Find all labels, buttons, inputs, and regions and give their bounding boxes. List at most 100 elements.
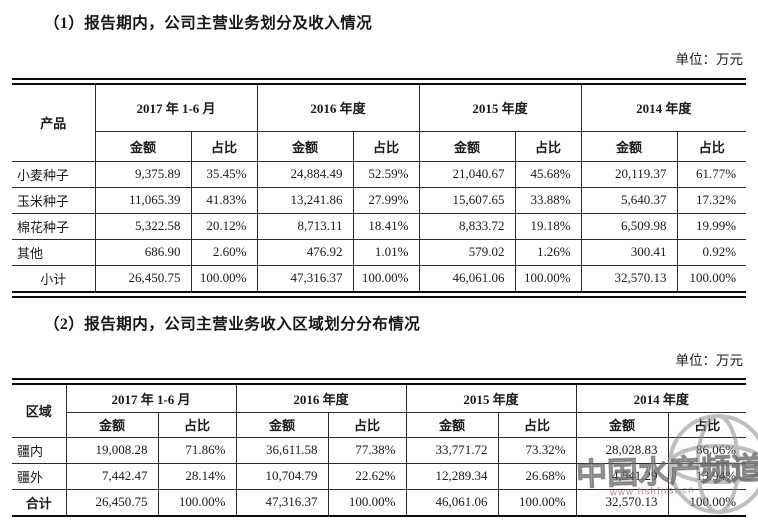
amount-cell: 10,704.79 xyxy=(235,462,329,490)
share-header: 占比 xyxy=(667,411,747,438)
table1-corner-header: 产品 xyxy=(12,85,96,162)
amount-header: 金额 xyxy=(575,411,669,438)
amount-cell: 13,241.86 xyxy=(256,186,354,214)
share-cell: 27.99% xyxy=(352,186,420,214)
amount-cell: 8,713.11 xyxy=(256,212,354,240)
share-cell: 26.68% xyxy=(497,462,577,490)
share-cell: 19.99% xyxy=(676,212,747,240)
share-cell: 100.00% xyxy=(667,488,747,515)
table-row: 疆外 7,442.47 28.14% 10,704.79 22.62% 12,2… xyxy=(12,462,747,490)
table-row: 疆内 19,008.28 71.86% 36,611.58 77.38% 33,… xyxy=(12,436,747,464)
amount-cell: 20,119.37 xyxy=(580,160,678,188)
year-header-2015: 2015 年度 xyxy=(418,85,582,132)
amount-header: 金额 xyxy=(235,411,329,438)
amount-cell: 579.02 xyxy=(418,238,516,266)
amount-cell: 19,008.28 xyxy=(65,436,159,464)
revenue-by-region-table: 区域 2017 年 1-6 月 2016 年度 2015 年度 2014 年度 … xyxy=(12,385,747,515)
amount-cell: 33,771.72 xyxy=(405,436,499,464)
table1-bottom-rule xyxy=(12,291,746,298)
share-cell: 77.38% xyxy=(327,436,407,464)
section2-unit-label: 单位：万元 xyxy=(675,353,744,368)
share-header: 占比 xyxy=(676,130,747,162)
year-header-2014: 2014 年度 xyxy=(575,385,747,413)
share-header: 占比 xyxy=(327,411,407,438)
share-cell: 0.92% xyxy=(676,238,747,266)
year-header-2017: 2017 年 1-6 月 xyxy=(94,85,258,132)
year-header-2014: 2014 年度 xyxy=(580,85,747,132)
amount-cell: 24,884.49 xyxy=(256,160,354,188)
table1-subheader-row: 金额 占比 金额 占比 金额 占比 金额 占比 xyxy=(12,130,747,162)
row-label: 合计 xyxy=(12,488,67,515)
share-cell: 18.41% xyxy=(352,212,420,240)
amount-cell: 300.41 xyxy=(580,238,678,266)
row-label: 玉米种子 xyxy=(12,186,96,214)
section1-title: （1）报告期内，公司主营业务划分及收入情况 xyxy=(44,15,373,32)
amount-header: 金额 xyxy=(66,411,159,438)
amount-cell: 12,289.34 xyxy=(405,462,499,490)
amount-cell: 46,061.06 xyxy=(405,488,499,515)
table-row: 玉米种子 11,065.39 41.83% 13,241.86 27.99% 1… xyxy=(12,186,747,214)
share-cell: 100.00% xyxy=(497,488,577,515)
amount-cell: 47,316.37 xyxy=(235,488,329,515)
share-cell: 86.06% xyxy=(667,436,747,464)
amount-cell: 21,040.67 xyxy=(418,160,516,188)
table-row: 其他 686.90 2.60% 476.92 1.01% 579.02 1.26… xyxy=(12,238,747,266)
share-cell: 19.18% xyxy=(514,212,582,240)
year-header-2017: 2017 年 1-6 月 xyxy=(65,385,237,413)
table2-top-rule xyxy=(12,378,746,385)
revenue-by-product-table: 产品 2017 年 1-6 月 2016 年度 2015 年度 2014 年度 … xyxy=(12,85,747,291)
share-header: 占比 xyxy=(157,411,237,438)
share-cell: 73.32% xyxy=(497,436,577,464)
share-cell: 100.00% xyxy=(352,264,420,291)
share-cell: 33.88% xyxy=(514,186,582,214)
share-cell: 71.86% xyxy=(157,436,237,464)
total-row: 合计 26,450.75 100.00% 47,316.37 100.00% 4… xyxy=(12,488,747,515)
amount-header: 金额 xyxy=(405,411,499,438)
table-row: 小麦种子 9,375.89 35.45% 24,884.49 52.59% 21… xyxy=(12,160,747,188)
share-cell: 17.32% xyxy=(676,186,747,214)
year-header-2015: 2015 年度 xyxy=(405,385,577,413)
row-label: 棉花种子 xyxy=(12,212,96,240)
subtotal-row: 小计 26,450.75 100.00% 47,316.37 100.00% 4… xyxy=(12,264,747,291)
amount-cell: 15,607.65 xyxy=(418,186,516,214)
share-header: 占比 xyxy=(352,130,420,162)
share-cell: 45.68% xyxy=(514,160,582,188)
share-cell: 61.77% xyxy=(676,160,747,188)
year-header-2016: 2016 年度 xyxy=(256,85,420,132)
amount-cell: 32,570.13 xyxy=(575,488,669,515)
share-cell: 41.83% xyxy=(190,186,258,214)
share-cell: 22.62% xyxy=(327,462,407,490)
section1-unit-label: 单位：万元 xyxy=(675,52,744,67)
amount-header: 金额 xyxy=(95,130,192,162)
amount-cell: 28,028.83 xyxy=(575,436,669,464)
share-cell: 35.45% xyxy=(190,160,258,188)
amount-cell: 46,061.06 xyxy=(418,264,516,291)
amount-cell: 8,833.72 xyxy=(418,212,516,240)
amount-cell: 7,442.47 xyxy=(65,462,159,490)
amount-cell: 36,611.58 xyxy=(235,436,329,464)
share-cell: 20.12% xyxy=(190,212,258,240)
share-cell: 100.00% xyxy=(327,488,407,515)
table2-corner-header: 区域 xyxy=(12,385,67,438)
amount-cell: 26,450.75 xyxy=(65,488,159,515)
amount-cell: 11,065.39 xyxy=(94,186,192,214)
share-header: 占比 xyxy=(190,130,258,162)
row-label: 其他 xyxy=(12,238,96,266)
amount-cell: 26,450.75 xyxy=(94,264,192,291)
share-cell: 13.94% xyxy=(667,462,747,490)
year-header-2016: 2016 年度 xyxy=(235,385,407,413)
row-label: 小麦种子 xyxy=(12,160,96,188)
share-header: 占比 xyxy=(514,130,582,162)
row-label: 小计 xyxy=(12,264,96,291)
amount-cell: 5,322.58 xyxy=(94,212,192,240)
table1-top-rule xyxy=(12,78,746,85)
amount-cell: 686.90 xyxy=(94,238,192,266)
row-label: 疆内 xyxy=(12,436,67,464)
share-cell: 28.14% xyxy=(157,462,237,490)
amount-cell: 476.92 xyxy=(256,238,354,266)
share-cell: 52.59% xyxy=(352,160,420,188)
amount-cell: 9,375.89 xyxy=(94,160,192,188)
share-header: 占比 xyxy=(497,411,577,438)
table-row: 棉花种子 5,322.58 20.12% 8,713.11 18.41% 8,8… xyxy=(12,212,747,240)
